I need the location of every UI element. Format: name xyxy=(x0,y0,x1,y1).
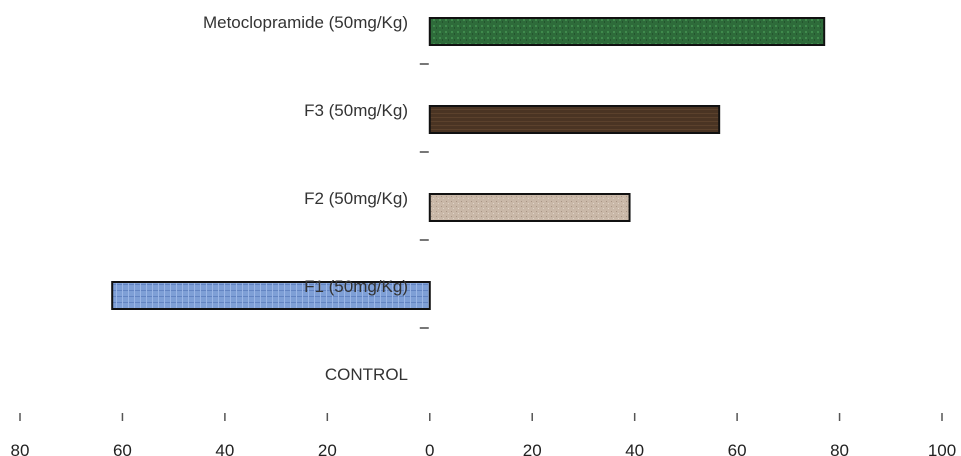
bar-f1-50mg-kg xyxy=(111,281,431,310)
x-tick-label: 80 xyxy=(11,441,30,456)
x-tick-label: 100 xyxy=(928,441,956,456)
x-tick-label: 60 xyxy=(728,441,747,456)
category-label-f2-50mg-kg: F2 (50mg/Kg) xyxy=(304,189,408,208)
x-tick-label: 0 xyxy=(425,441,434,456)
bar-f3-50mg-kg xyxy=(428,105,721,134)
bar-metoclopramide-50mg-kg xyxy=(428,17,826,46)
bars-layer xyxy=(111,17,826,310)
category-label-control: CONTROL xyxy=(325,365,408,384)
category-label-f3-50mg-kg: F3 (50mg/Kg) xyxy=(304,101,408,120)
x-tick-label: 20 xyxy=(318,441,337,456)
x-tick-label: 40 xyxy=(625,441,644,456)
x-axis-ticks-layer xyxy=(19,413,943,421)
x-axis-labels-layer: 80 60 40 20 0 20 40 60 80 100 xyxy=(11,441,957,456)
bar-f2-50mg-kg xyxy=(428,193,631,222)
category-labels-layer: Metoclopramide (50mg/Kg) F3 (50mg/Kg) F2 (… xyxy=(203,13,408,384)
category-label-f1-50mg-kg: F1 (50mg/Kg) xyxy=(304,277,408,296)
category-ticks-layer xyxy=(419,63,429,329)
x-tick-label: 80 xyxy=(830,441,849,456)
category-label-metoclopramide-50mg-kg: Metoclopramide (50mg/Kg) xyxy=(203,13,408,32)
x-tick-label: 60 xyxy=(113,441,132,456)
x-tick-label: 40 xyxy=(215,441,234,456)
x-tick-label: 20 xyxy=(523,441,542,456)
